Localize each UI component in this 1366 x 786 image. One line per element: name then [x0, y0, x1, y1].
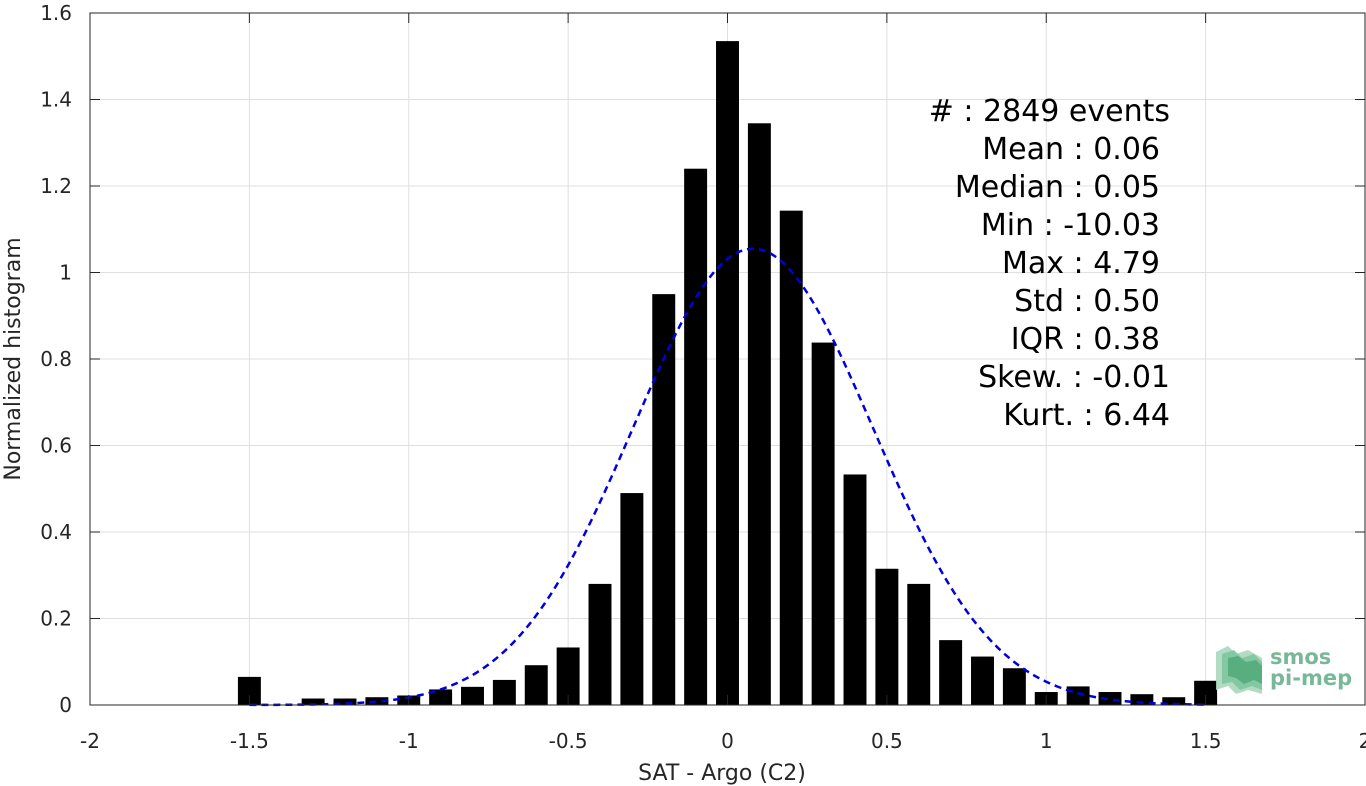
- histogram-bar: [620, 493, 644, 705]
- histogram-bar: [237, 676, 261, 705]
- y-tick-label: 0.4: [40, 520, 72, 544]
- histogram-bar: [1002, 668, 1026, 705]
- y-tick-label: 1.6: [40, 1, 72, 25]
- y-axis-ticks: 0 0.2 0.4 0.6 0.8 1 1.2 1.4 1.6: [40, 1, 1365, 717]
- histogram-bar: [429, 689, 453, 705]
- y-axis-label: Normalized histogram: [1, 237, 26, 480]
- histogram-bar: [301, 698, 325, 705]
- histogram-bar: [652, 294, 676, 705]
- stats-median: Median : 0.05: [955, 170, 1160, 205]
- histogram-bar: [1162, 697, 1186, 705]
- x-tick-label: 0.5: [871, 729, 903, 753]
- histogram-bar: [1098, 692, 1122, 705]
- stats-box: # : 2849 events Mean : 0.06 Median : 0.0…: [929, 94, 1170, 433]
- stats-std: Std : 0.50: [1014, 284, 1160, 319]
- x-tick-label: -2: [80, 729, 100, 753]
- histogram-bar: [971, 656, 994, 705]
- x-tick-label: -0.5: [549, 729, 588, 753]
- histogram-bar: [365, 697, 389, 705]
- x-tick-label: 1.5: [1190, 729, 1222, 753]
- histogram-bar: [875, 568, 899, 705]
- logo-line1: smos: [1270, 645, 1331, 669]
- x-tick-label: 2: [1359, 729, 1366, 753]
- histogram-bar: [684, 168, 708, 705]
- histogram-bar: [524, 665, 548, 705]
- histogram-bar: [779, 210, 803, 705]
- stats-min: Min : -10.03: [981, 208, 1160, 243]
- y-tick-label: 0: [59, 693, 72, 717]
- x-tick-label: -1.5: [230, 729, 269, 753]
- stats-skew: Skew. : -0.01: [978, 360, 1170, 395]
- wave-icon: [1216, 646, 1262, 694]
- histogram-bar: [716, 41, 739, 706]
- y-tick-label: 1.2: [40, 174, 72, 198]
- x-tick-label: -1: [399, 729, 419, 753]
- histogram-bar: [1066, 686, 1090, 705]
- histogram-bar: [1130, 694, 1154, 705]
- x-tick-label: 1: [1040, 729, 1053, 753]
- smos-pimep-logo: smos pi-mep: [1216, 645, 1352, 694]
- histogram-bar: [747, 123, 771, 706]
- histogram-bar: [556, 647, 580, 705]
- x-tick-label: 0: [721, 729, 734, 753]
- histogram-bar: [1194, 680, 1218, 705]
- x-axis-label: SAT - Argo (C2): [638, 761, 806, 786]
- histogram-bar: [811, 342, 835, 705]
- stats-iqr: IQR : 0.38: [1011, 322, 1160, 357]
- y-tick-label: 1.4: [40, 88, 72, 112]
- histogram-bar: [333, 698, 357, 705]
- y-tick-label: 0.6: [40, 434, 72, 458]
- x-axis-ticks: -2 -1.5 -1 -0.5 0 0.5 1 1.5 2: [80, 13, 1366, 753]
- histogram-bar: [939, 640, 963, 705]
- logo-line2: pi-mep: [1270, 666, 1352, 690]
- histogram-bars: [237, 41, 1218, 706]
- stats-kurt: Kurt. : 6.44: [1003, 398, 1170, 433]
- y-tick-label: 0.8: [40, 347, 72, 371]
- stats-max: Max : 4.79: [1002, 246, 1160, 281]
- histogram-bar: [588, 583, 612, 705]
- stats-mean: Mean : 0.06: [982, 132, 1160, 167]
- stats-count: # : 2849 events: [929, 94, 1170, 129]
- y-tick-label: 0.2: [40, 607, 72, 631]
- histogram-bar: [492, 679, 516, 705]
- histogram-bar: [907, 583, 931, 705]
- histogram-bar: [461, 686, 484, 705]
- histogram-bar: [843, 474, 867, 705]
- y-tick-label: 1: [59, 261, 72, 285]
